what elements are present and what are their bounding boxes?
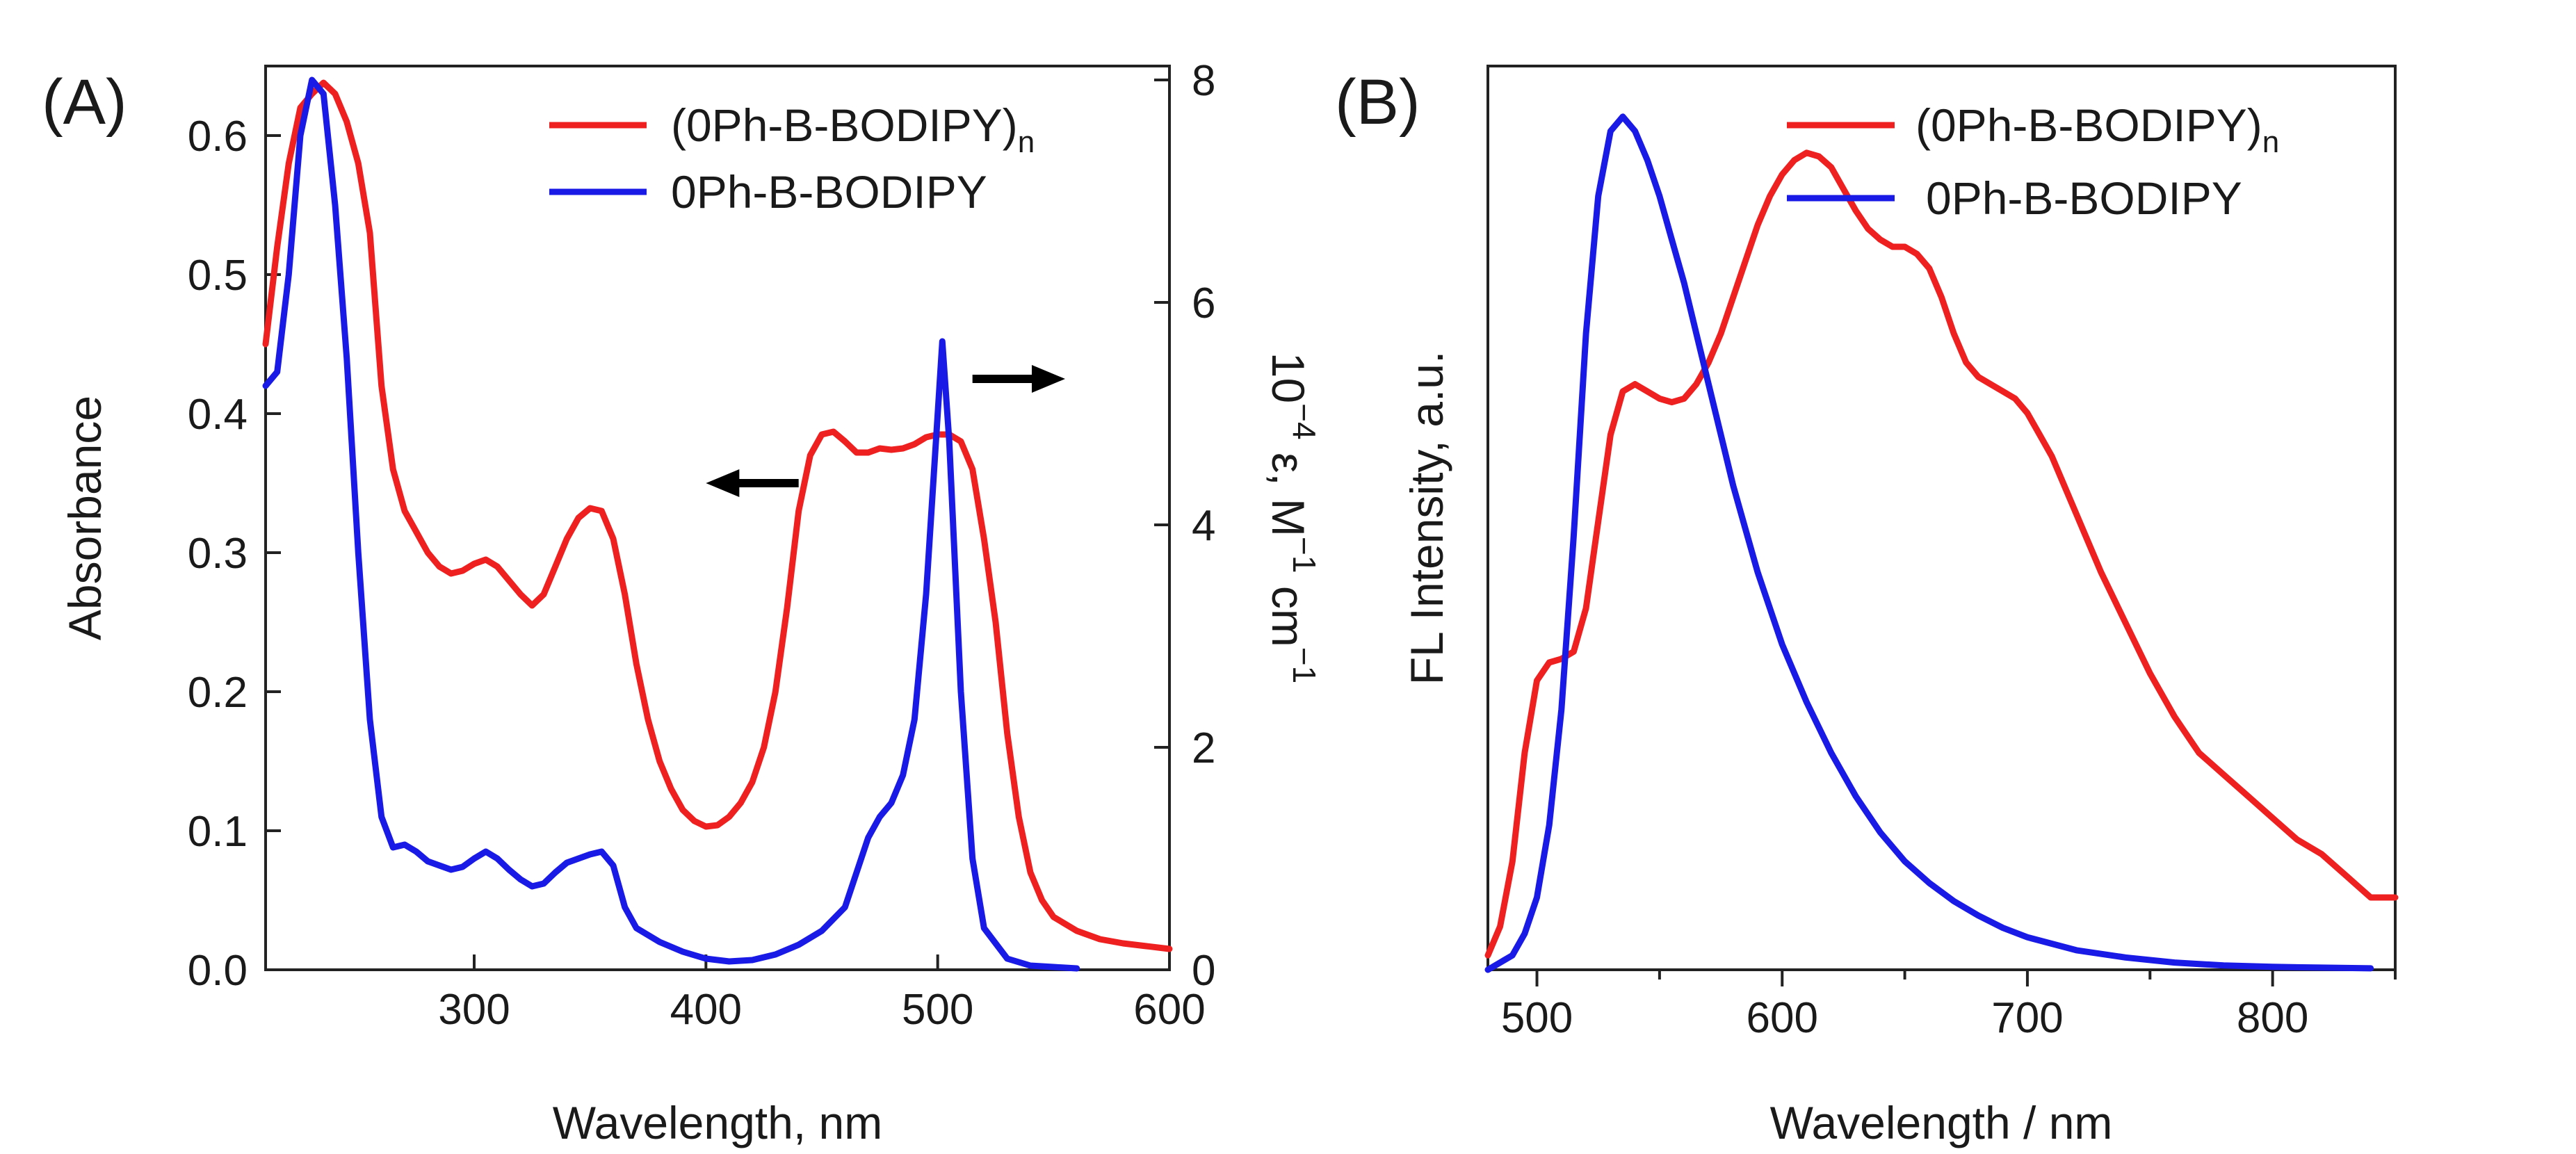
panel-a-y2-tick-label-0: 0 [1192, 947, 1215, 995]
panel-b-x-axis-title: Wavelength / nm [1770, 1097, 2113, 1148]
y2-title-exp1: −4 [1286, 403, 1322, 439]
panel-a-right-arrow [972, 365, 1065, 393]
panel-a-plot-frame [264, 65, 1171, 971]
panel-a-arrows [706, 365, 1065, 497]
panel-a-right-arrow-head [1032, 365, 1065, 393]
panel-a-y-tick-label-5: 0.5 [188, 252, 248, 300]
panel-a-y-tick-label-3: 0.3 [188, 530, 248, 578]
panel-a-legend-label-0-sub: n [1018, 125, 1035, 159]
panel-b-legend: (0Ph-B-BODIPY)n 0Ph-B-BODIPY [1787, 99, 2279, 224]
panel-b-x-tick-label-3: 800 [2237, 994, 2308, 1042]
panel-a-y-tick-label-0: 0.0 [188, 947, 248, 995]
panel-a-y-ticks: 0.0 0.1 0.2 0.3 0.4 0.5 0.6 [188, 113, 281, 995]
panel-a-legend: (0Ph-B-BODIPY)n 0Ph-B-BODIPY [549, 99, 1035, 218]
panel-a-left-arrow-head [706, 469, 740, 497]
panel-b-series [1484, 113, 2399, 973]
panel-b: (B) 500 600 700 800 Wavelength / nm FL Inte… [1335, 65, 2399, 1148]
panel-b-x-tick-label-0: 500 [1501, 994, 1573, 1042]
panel-b-x-tick-label-2: 700 [1991, 994, 2063, 1042]
panel-a-x-ticks: 300 400 500 600 [438, 954, 1206, 1034]
y2-title-base: 10 [1263, 352, 1314, 403]
panel-a-legend-label-1: 0Ph-B-BODIPY [671, 166, 987, 218]
panel-a-y2-tick-label-2: 4 [1192, 502, 1215, 550]
panel-b-label: (B) [1335, 67, 1420, 138]
panel-b-plot-frame [1487, 65, 2397, 971]
y2-title-mid2: cm [1263, 573, 1314, 647]
panel-a-x-tick-label-1: 400 [670, 986, 742, 1034]
panel-a-legend-label-0-main: (0Ph-B-BODIPY) [671, 99, 1018, 151]
y2-title-mid: ε, M [1263, 440, 1314, 537]
panel-a-series-line-1 [262, 76, 1080, 972]
panel-a-y2-tick-label-3: 6 [1192, 279, 1215, 327]
panel-b-x-tick-label-1: 600 [1747, 994, 1818, 1042]
panel-a-label: (A) [42, 67, 127, 138]
panel-b-x-ticks: 500 600 700 800 [1501, 970, 2397, 1042]
panel-a-x-tick-label-2: 500 [902, 986, 973, 1034]
panel-b-series-line-0 [1484, 149, 2399, 959]
panel-a-left-arrow [706, 469, 799, 497]
panel-a-y2-tick-label-4: 8 [1192, 57, 1215, 105]
panel-b-legend-label-0: (0Ph-B-BODIPY)n [1915, 99, 2279, 159]
panel-a-y-tick-label-4: 0.4 [188, 391, 248, 439]
panel-a-y-tick-label-2: 0.2 [188, 669, 248, 717]
panel-a-x-tick-label-0: 300 [438, 986, 510, 1034]
panel-a-y2-ticks: 0 2 4 6 8 [1154, 57, 1215, 995]
panel-b-legend-label-0-sub: n [2262, 125, 2279, 159]
panel-a-x-tick-label-3: 600 [1133, 986, 1205, 1034]
panel-a-y2-axis-title: 10−4 ε, M−1 cm−1 [1263, 352, 1322, 684]
panel-b-y-axis-title: FL Intensity, a.u. [1401, 351, 1452, 685]
panel-b-legend-label-0-main: (0Ph-B-BODIPY) [1915, 99, 2262, 151]
panel-b-series-line-1 [1484, 113, 2374, 973]
panel-a-legend-label-0: (0Ph-B-BODIPY)n [671, 99, 1035, 159]
panel-a: (A) 300 400 500 600 0.0 0.1 0.2 0.3 0.4 0.5 0.6 0… [42, 57, 1322, 1148]
y2-title-exp3: −1 [1286, 647, 1322, 683]
panel-a-series [262, 76, 1173, 972]
panel-a-x-axis-title: Wavelength, nm [553, 1097, 882, 1148]
y2-title-exp2: −1 [1286, 537, 1322, 573]
panel-a-y-tick-label-6: 0.6 [188, 113, 248, 161]
panel-a-y-axis-title: Absorbance [59, 396, 111, 640]
panel-a-series-line-0 [262, 79, 1173, 952]
panel-b-legend-label-1: 0Ph-B-BODIPY [1926, 172, 2242, 224]
panel-a-y2-tick-label-1: 2 [1192, 724, 1215, 772]
panel-a-y-tick-label-1: 0.1 [188, 808, 248, 856]
